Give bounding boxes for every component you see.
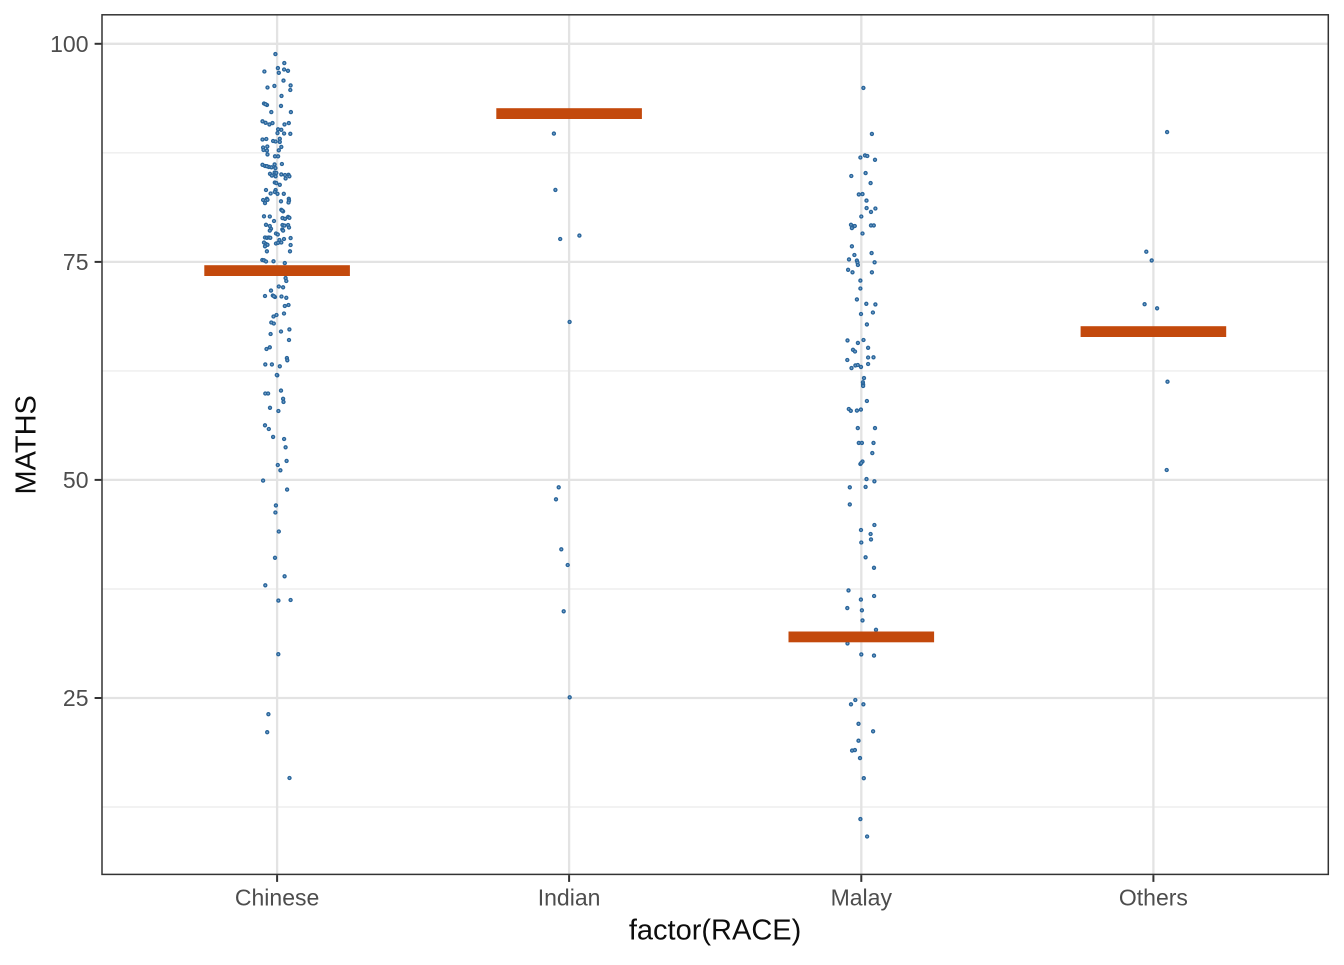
svg-text:75: 75 xyxy=(63,249,89,275)
svg-text:Chinese: Chinese xyxy=(235,885,319,911)
svg-text:MATHS: MATHS xyxy=(11,395,43,494)
svg-text:factor(RACE): factor(RACE) xyxy=(629,915,801,947)
svg-text:100: 100 xyxy=(50,31,88,57)
svg-text:Others: Others xyxy=(1119,885,1188,911)
svg-text:50: 50 xyxy=(63,467,89,493)
svg-text:Malay: Malay xyxy=(831,885,893,911)
svg-text:25: 25 xyxy=(63,685,89,711)
svg-text:Indian: Indian xyxy=(538,885,601,911)
